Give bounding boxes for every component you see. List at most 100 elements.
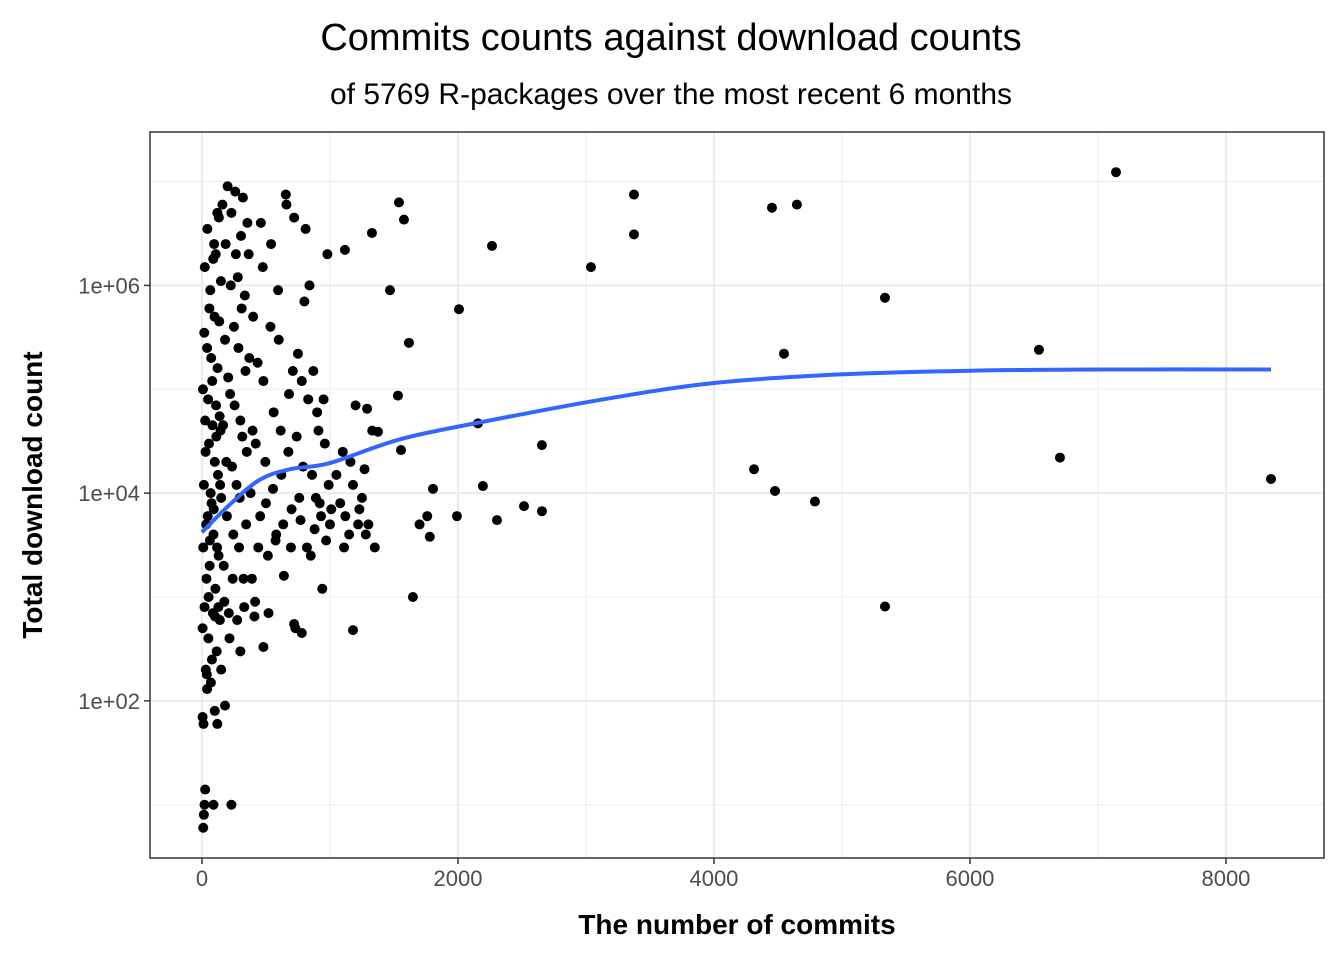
data-point (287, 365, 298, 376)
data-point (220, 239, 231, 250)
data-point (263, 608, 274, 619)
data-point (1033, 344, 1044, 355)
grid (150, 132, 1324, 858)
data-point (414, 519, 425, 530)
data-point (202, 684, 213, 695)
data-point (202, 511, 213, 522)
data-point (199, 327, 210, 338)
data-point (309, 524, 320, 535)
data-point (291, 431, 302, 442)
data-point (200, 784, 211, 795)
data-point (324, 519, 335, 530)
data-point (310, 492, 321, 503)
data-point (236, 303, 247, 314)
data-point (628, 189, 639, 200)
y-tick-label: 1e+02 (78, 689, 140, 714)
data-point (316, 511, 327, 522)
data-point (217, 199, 228, 210)
data-point (339, 542, 350, 553)
data-point (255, 511, 266, 522)
data-point (212, 363, 223, 374)
data-point (233, 342, 244, 353)
data-point (202, 223, 213, 234)
data-point (258, 642, 269, 653)
data-point (536, 440, 547, 451)
data-point (344, 529, 355, 540)
data-point (308, 365, 319, 376)
data-point (317, 583, 328, 594)
x-tick-label: 0 (196, 866, 208, 891)
data-point (203, 394, 214, 405)
data-point (240, 365, 251, 376)
data-point (201, 573, 212, 584)
data-point (331, 469, 342, 480)
data-point (266, 239, 277, 250)
data-point (301, 542, 312, 553)
chart-title: Commits counts against download counts (320, 17, 1021, 59)
data-point (226, 799, 237, 810)
data-point (219, 596, 230, 607)
data-point (225, 280, 236, 291)
data-point (232, 615, 243, 626)
data-point (451, 511, 462, 522)
data-point (253, 542, 264, 553)
data-point (295, 515, 306, 526)
data-point (218, 420, 229, 431)
data-point (879, 601, 890, 612)
data-point (286, 504, 297, 515)
x-tick-label: 2000 (433, 866, 482, 891)
data-point (345, 456, 356, 467)
data-point (628, 229, 639, 240)
data-point (398, 214, 409, 225)
y-tick-label: 1e+06 (78, 273, 140, 298)
data-point (207, 376, 218, 387)
data-point (230, 186, 241, 197)
data-point (210, 249, 221, 260)
data-point (246, 573, 257, 584)
data-point (213, 550, 224, 561)
data-point (289, 212, 300, 223)
data-point (202, 342, 213, 353)
data-point (273, 285, 284, 296)
data-point (348, 625, 359, 636)
data-point (407, 592, 418, 603)
data-point (354, 504, 365, 515)
data-point (262, 550, 273, 561)
data-point (200, 415, 211, 426)
data-point (318, 394, 329, 405)
data-point (241, 446, 252, 457)
data-point (211, 431, 222, 442)
data-point (205, 285, 216, 296)
data-point (230, 249, 241, 260)
data-point (749, 464, 760, 475)
data-point (223, 608, 234, 619)
data-point (366, 227, 377, 238)
data-point (1111, 167, 1122, 178)
data-point (304, 280, 315, 291)
data-point (229, 400, 240, 411)
axes: 0 2000 4000 6000 8000 1e+02 1e+04 1e+06 (78, 273, 1250, 891)
data-point (372, 426, 383, 437)
chart-subtitle: of 5769 R-packages over the most recent … (330, 78, 1012, 111)
plot-panel-border (149, 131, 1325, 859)
data-point (285, 542, 296, 553)
data-point (453, 304, 464, 315)
data-point (211, 646, 222, 657)
points-layer (197, 167, 1277, 833)
data-point (265, 321, 276, 332)
data-point (209, 456, 220, 467)
data-point (212, 469, 223, 480)
data-point (203, 592, 214, 603)
data-point (339, 244, 350, 255)
data-point (239, 290, 250, 301)
data-point (260, 456, 271, 467)
data-point (392, 390, 403, 401)
data-point (300, 223, 311, 234)
data-point (231, 479, 242, 490)
data-point (1266, 473, 1277, 484)
data-point (250, 438, 261, 449)
data-point (241, 519, 252, 530)
data-point (203, 633, 214, 644)
data-point (209, 239, 220, 250)
data-point (393, 197, 404, 208)
